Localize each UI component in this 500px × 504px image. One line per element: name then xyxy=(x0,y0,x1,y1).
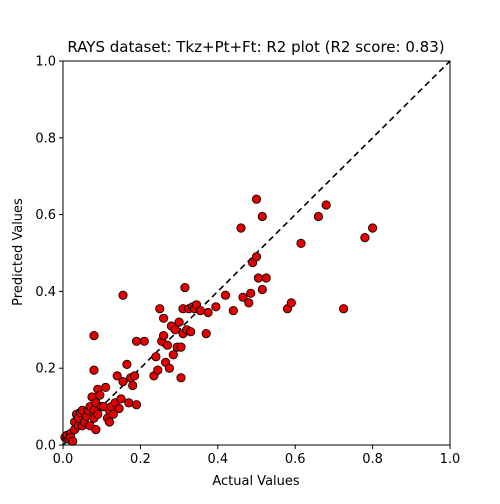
scatter-point-54 xyxy=(155,304,165,314)
y-tick-label: 0.4 xyxy=(35,285,56,300)
scatter-point-36 xyxy=(112,371,122,381)
y-tick-label: 0.8 xyxy=(35,131,56,146)
scatter-point-41 xyxy=(124,398,134,408)
y-tick-label: 0.6 xyxy=(35,208,56,223)
y-tick-label: 0.2 xyxy=(35,362,56,377)
scatter-point-84 xyxy=(238,292,248,302)
y-tick-label: 1.0 xyxy=(35,55,56,70)
scatter-point-97 xyxy=(313,211,323,222)
scatter-point-53 xyxy=(153,365,163,375)
scatter-point-89 xyxy=(251,252,262,262)
x-axis-label: Actual Values xyxy=(212,474,300,489)
x-tick-label: 0.4 xyxy=(207,452,228,467)
scatter-point-77 xyxy=(195,305,205,316)
x-tick-label: 0.6 xyxy=(285,452,306,467)
scatter-point-52 xyxy=(151,352,161,362)
scatter-point-81 xyxy=(220,290,231,300)
scatter-point-26 xyxy=(95,390,105,400)
x-tick-label: 0.0 xyxy=(53,452,74,467)
scatter-point-29 xyxy=(101,382,111,392)
chart-title: RAYS dataset: Tkz+Pt+Ft: R2 plot (R2 sco… xyxy=(67,38,444,56)
scatter-point-47 xyxy=(139,336,149,346)
scatter-point-96 xyxy=(296,238,306,248)
scatter-point-34 xyxy=(108,409,118,419)
scatter-point-38 xyxy=(116,394,126,404)
scatter-point-49 xyxy=(89,365,99,375)
scatter-point-63 xyxy=(170,325,180,335)
scatter-point-44 xyxy=(130,371,140,381)
y-tick-label: 0.0 xyxy=(35,439,56,454)
scatter-point-50 xyxy=(118,290,128,300)
scatter-point-100 xyxy=(360,233,370,243)
scatter-point-56 xyxy=(159,330,169,341)
scatter-point-73 xyxy=(186,327,196,337)
scatter-point-65 xyxy=(174,317,184,327)
scatter-point-78 xyxy=(201,328,211,339)
scatter-point-79 xyxy=(203,307,213,318)
scatter-point-70 xyxy=(180,282,190,293)
scatter-point-93 xyxy=(261,273,271,283)
scatter-point-88 xyxy=(251,194,262,204)
scatter-point-80 xyxy=(211,302,221,312)
scatter-point-59 xyxy=(162,340,173,350)
scatter-point-92 xyxy=(257,211,267,222)
scatter-point-25 xyxy=(93,409,103,419)
scatter-point-57 xyxy=(159,313,169,323)
x-axis-ticks: 0.0 0.2 0.4 0.6 0.8 1.0 xyxy=(53,445,461,467)
scatter-point-82 xyxy=(228,305,238,316)
plot-area xyxy=(60,60,451,446)
scatter-point-5 xyxy=(68,436,78,446)
scatter-point-46 xyxy=(131,400,142,410)
scatter-point-43 xyxy=(128,380,138,391)
scatter-point-98 xyxy=(321,200,331,210)
scatter-point-39 xyxy=(118,376,128,387)
y-axis-label: Predicted Values xyxy=(11,198,26,306)
scatter-point-85 xyxy=(244,298,254,308)
x-tick-label: 0.2 xyxy=(130,452,151,467)
x-tick-label: 0.8 xyxy=(362,452,383,467)
scatter-point-83 xyxy=(236,223,246,233)
scatter-point-67 xyxy=(176,373,186,383)
x-tick-label: 1.0 xyxy=(440,452,461,467)
axes-frame xyxy=(62,60,451,446)
scatter-point-90 xyxy=(253,273,263,283)
scatter-point-101 xyxy=(367,223,378,233)
scatter-point-22 xyxy=(91,424,101,435)
scatter-point-86 xyxy=(246,288,256,298)
scatter-point-48 xyxy=(89,330,99,341)
y-axis-ticks: 0.0 0.2 0.4 0.6 0.8 1.0 xyxy=(35,55,63,454)
scatter-point-31 xyxy=(104,417,115,427)
scatter-point-99 xyxy=(338,304,349,314)
scatter-point-66 xyxy=(176,342,186,352)
scatter-point-37 xyxy=(114,403,124,414)
scatter-point-40 xyxy=(122,359,132,369)
scatter-point-45 xyxy=(131,336,142,346)
scatter-point-91 xyxy=(257,284,267,295)
scatter-point-60 xyxy=(164,363,174,373)
scatter-point-62 xyxy=(168,350,178,360)
scatter-point-95 xyxy=(286,298,296,308)
